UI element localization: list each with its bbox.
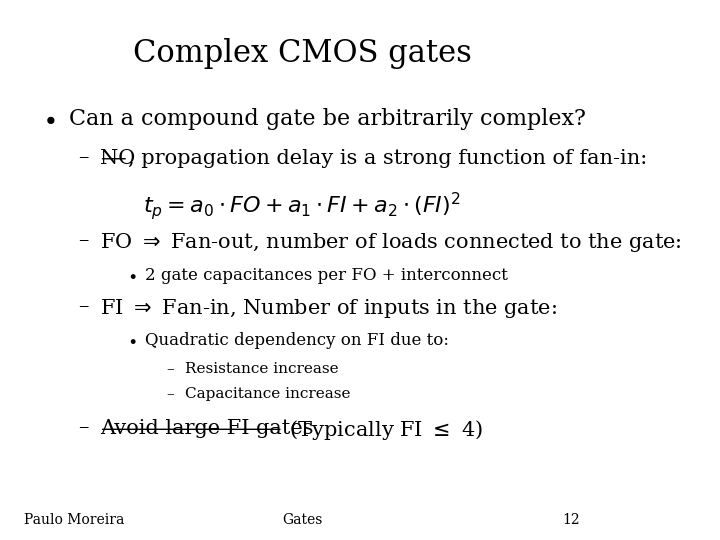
Text: Quadratic dependency on FI due to:: Quadratic dependency on FI due to: <box>145 332 449 349</box>
Text: Can a compound gate be arbitrarily complex?: Can a compound gate be arbitrarily compl… <box>70 108 586 130</box>
Text: –: – <box>166 387 174 401</box>
Text: , propagation delay is a strong function of fan-in:: , propagation delay is a strong function… <box>128 148 647 167</box>
Text: $\bullet$: $\bullet$ <box>127 267 137 284</box>
Text: (Typically FI $\leq$ 4): (Typically FI $\leq$ 4) <box>283 418 482 442</box>
Text: –: – <box>166 362 174 376</box>
Text: –: – <box>78 148 89 167</box>
Text: –: – <box>78 297 89 316</box>
Text: Avoid large FI gates: Avoid large FI gates <box>99 418 313 437</box>
Text: Gates: Gates <box>282 512 323 526</box>
Text: Complex CMOS gates: Complex CMOS gates <box>132 38 472 69</box>
Text: $t_p = a_0 \cdot FO + a_1 \cdot FI + a_2 \cdot (FI)^2$: $t_p = a_0 \cdot FO + a_1 \cdot FI + a_2… <box>143 190 461 222</box>
Text: –: – <box>78 418 89 437</box>
Text: Resistance increase: Resistance increase <box>186 362 339 376</box>
Text: NO: NO <box>99 148 135 167</box>
Text: 2 gate capacitances per FO + interconnect: 2 gate capacitances per FO + interconnec… <box>145 267 508 284</box>
Text: Capacitance increase: Capacitance increase <box>186 387 351 401</box>
Text: FI $\Rightarrow$ Fan-in, Number of inputs in the gate:: FI $\Rightarrow$ Fan-in, Number of input… <box>99 297 557 320</box>
Text: Paulo Moreira: Paulo Moreira <box>24 512 125 526</box>
Text: $\bullet$: $\bullet$ <box>42 108 55 131</box>
Text: –: – <box>78 231 89 250</box>
Text: $\bullet$: $\bullet$ <box>127 332 137 349</box>
Text: FO $\Rightarrow$ Fan-out, number of loads connected to the gate:: FO $\Rightarrow$ Fan-out, number of load… <box>99 231 681 254</box>
Text: 12: 12 <box>562 512 580 526</box>
